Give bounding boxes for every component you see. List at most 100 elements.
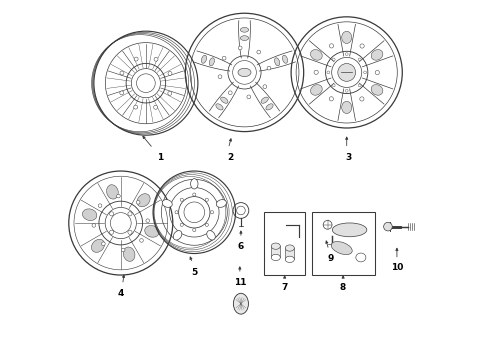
Circle shape xyxy=(332,84,334,87)
Ellipse shape xyxy=(285,256,294,262)
Circle shape xyxy=(383,222,391,231)
Circle shape xyxy=(116,194,120,198)
Ellipse shape xyxy=(190,179,198,189)
Circle shape xyxy=(359,97,363,101)
Circle shape xyxy=(238,46,242,50)
Text: 9: 9 xyxy=(326,253,333,262)
Ellipse shape xyxy=(209,58,214,66)
Circle shape xyxy=(263,85,266,89)
Ellipse shape xyxy=(240,36,248,40)
Circle shape xyxy=(345,53,347,55)
Ellipse shape xyxy=(261,97,268,103)
Circle shape xyxy=(328,97,333,101)
Ellipse shape xyxy=(310,50,322,60)
Ellipse shape xyxy=(370,85,382,95)
Circle shape xyxy=(192,193,196,196)
Ellipse shape xyxy=(216,199,226,207)
Ellipse shape xyxy=(341,31,351,44)
Circle shape xyxy=(332,58,334,61)
Circle shape xyxy=(153,105,157,109)
Circle shape xyxy=(120,91,123,95)
Ellipse shape xyxy=(144,226,159,237)
Ellipse shape xyxy=(123,247,135,261)
Circle shape xyxy=(228,91,232,95)
Ellipse shape xyxy=(285,245,294,251)
Text: 6: 6 xyxy=(237,242,244,251)
Text: 11: 11 xyxy=(233,278,245,287)
Circle shape xyxy=(329,44,333,48)
Circle shape xyxy=(109,212,113,216)
Circle shape xyxy=(120,71,123,75)
Circle shape xyxy=(210,211,213,214)
Circle shape xyxy=(140,239,143,242)
Ellipse shape xyxy=(332,223,366,237)
Circle shape xyxy=(358,58,360,61)
Circle shape xyxy=(313,70,318,75)
Circle shape xyxy=(168,71,172,75)
Circle shape xyxy=(167,91,171,95)
Circle shape xyxy=(222,56,225,60)
Text: 8: 8 xyxy=(339,283,346,292)
Circle shape xyxy=(154,57,158,61)
Ellipse shape xyxy=(370,50,382,60)
Circle shape xyxy=(326,71,329,74)
Circle shape xyxy=(102,242,105,246)
FancyBboxPatch shape xyxy=(271,246,280,257)
Circle shape xyxy=(345,89,347,92)
Circle shape xyxy=(98,204,102,207)
Circle shape xyxy=(246,95,250,99)
Ellipse shape xyxy=(274,58,279,66)
Ellipse shape xyxy=(355,253,365,262)
Text: 2: 2 xyxy=(226,153,233,162)
Circle shape xyxy=(180,223,183,226)
Ellipse shape xyxy=(238,68,250,77)
Text: 5: 5 xyxy=(191,268,197,277)
Ellipse shape xyxy=(271,243,280,249)
Ellipse shape xyxy=(201,55,206,63)
Circle shape xyxy=(134,105,138,109)
Circle shape xyxy=(256,50,260,54)
Circle shape xyxy=(145,219,149,222)
Ellipse shape xyxy=(206,231,215,240)
Circle shape xyxy=(205,198,208,201)
Text: 10: 10 xyxy=(390,263,402,272)
Text: 4: 4 xyxy=(117,289,124,298)
Ellipse shape xyxy=(240,27,248,32)
Ellipse shape xyxy=(173,231,182,240)
Ellipse shape xyxy=(162,199,172,207)
Circle shape xyxy=(358,84,360,87)
Ellipse shape xyxy=(91,239,104,252)
Circle shape xyxy=(121,248,125,252)
Circle shape xyxy=(109,230,113,234)
Circle shape xyxy=(128,230,132,234)
Ellipse shape xyxy=(233,293,248,314)
Ellipse shape xyxy=(310,85,322,95)
Ellipse shape xyxy=(106,185,118,199)
Ellipse shape xyxy=(341,101,351,113)
Ellipse shape xyxy=(271,254,280,261)
Circle shape xyxy=(359,44,364,48)
Circle shape xyxy=(266,66,270,70)
Circle shape xyxy=(175,211,178,214)
Ellipse shape xyxy=(220,97,227,103)
Circle shape xyxy=(218,75,222,78)
Ellipse shape xyxy=(137,194,150,207)
Circle shape xyxy=(192,229,196,231)
Text: 3: 3 xyxy=(345,153,351,162)
FancyBboxPatch shape xyxy=(285,248,294,259)
Circle shape xyxy=(205,223,208,226)
Ellipse shape xyxy=(265,104,273,110)
Circle shape xyxy=(180,198,183,201)
Circle shape xyxy=(136,201,140,204)
Circle shape xyxy=(134,57,138,61)
Circle shape xyxy=(337,63,355,81)
Ellipse shape xyxy=(215,104,223,110)
Text: 1: 1 xyxy=(157,153,163,162)
Ellipse shape xyxy=(82,209,97,221)
Ellipse shape xyxy=(330,242,351,255)
Ellipse shape xyxy=(282,55,287,63)
Circle shape xyxy=(92,224,96,227)
Circle shape xyxy=(128,212,132,216)
Circle shape xyxy=(374,71,379,75)
Text: 7: 7 xyxy=(281,283,287,292)
